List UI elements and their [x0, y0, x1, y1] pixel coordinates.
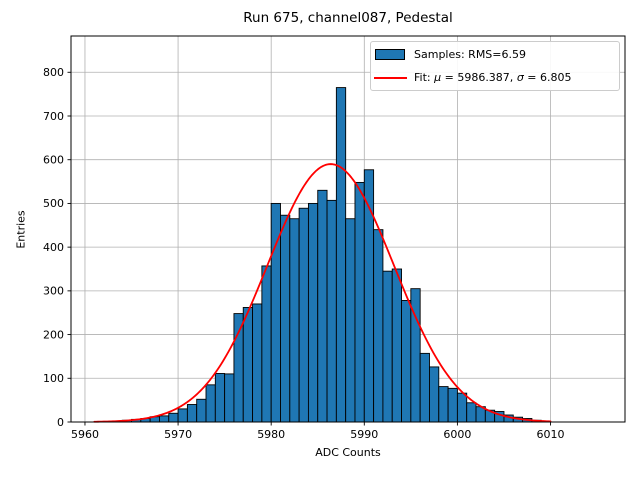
y-tick-label: 100	[43, 372, 64, 385]
mu-symbol: μ	[434, 71, 442, 84]
x-tick-label: 6000	[443, 428, 471, 441]
axes-frame	[70, 35, 626, 423]
chart-title: Run 675, channel087, Pedestal	[243, 10, 453, 26]
fit-line-icon	[373, 76, 407, 79]
histogram-bar	[326, 199, 337, 423]
legend-icon-cell	[371, 76, 409, 79]
legend-samples-label: Samples: RMS=6.59	[414, 48, 527, 61]
x-tick-label: 5970	[164, 428, 192, 441]
legend: Samples: RMS=6.59 Fit: μ = 5986.387, σ =…	[370, 41, 620, 91]
x-tick-label: 6010	[537, 428, 565, 441]
x-tick-label: 5990	[350, 428, 378, 441]
histogram-bar	[289, 218, 300, 423]
histogram-bar	[307, 202, 319, 423]
histogram-bar	[186, 404, 198, 423]
legend-entry-samples: Samples: RMS=6.59	[371, 44, 619, 65]
histogram-bar	[354, 181, 365, 423]
histogram-bar	[214, 373, 226, 423]
y-tick-label: 700	[43, 110, 64, 123]
sigma-symbol: σ	[516, 71, 524, 84]
histogram-bar	[419, 352, 430, 423]
histogram-bar	[373, 229, 384, 423]
y-tick-label: 200	[43, 328, 64, 341]
histogram-bar	[429, 366, 440, 423]
histogram-bar	[233, 313, 244, 423]
histogram-bar	[168, 412, 179, 423]
histogram-bar	[447, 387, 458, 423]
histogram-bar	[196, 398, 207, 423]
histogram-bar	[466, 402, 477, 423]
histogram-bar	[345, 218, 356, 423]
legend-fit-label: Fit: μ = 5986.387, σ = 6.805	[414, 71, 572, 84]
histogram-bar	[280, 214, 291, 423]
histogram-bar	[401, 300, 412, 423]
histogram-bar	[456, 392, 468, 423]
histogram-bar	[298, 207, 309, 423]
x-axis-label: ADC Counts	[315, 446, 381, 459]
legend-entry-fit: Fit: μ = 5986.387, σ = 6.805	[371, 67, 619, 88]
histogram-bar	[242, 307, 254, 423]
histogram-bar	[391, 268, 402, 423]
histogram-swatch-icon	[375, 49, 405, 60]
y-tick-label: 300	[43, 285, 64, 298]
y-tick-label: 800	[43, 66, 64, 79]
x-tick-label: 5980	[257, 428, 285, 441]
histogram-bar	[205, 384, 216, 423]
y-tick-label: 500	[43, 197, 64, 210]
histogram-bar	[224, 373, 235, 423]
histogram-bar	[261, 265, 272, 423]
histogram-bar	[438, 386, 449, 423]
y-tick-label: 600	[43, 154, 64, 167]
histogram-bar	[317, 189, 328, 423]
fit-label-prefix: Fit:	[414, 71, 435, 84]
fit-mu-value: = 5986.387,	[441, 71, 517, 84]
histogram-bar	[177, 408, 188, 423]
y-axis-label: Entries	[14, 210, 28, 249]
x-tick-label: 5960	[71, 428, 99, 441]
histogram-bar	[252, 303, 263, 423]
y-tick-label: 0	[57, 416, 64, 429]
histogram-bar	[382, 270, 393, 423]
y-tick-label: 400	[43, 241, 64, 254]
fit-sigma-value: = 6.805	[523, 71, 572, 84]
legend-icon-cell	[371, 49, 409, 60]
histogram-bar	[158, 415, 170, 423]
fit-curve	[93, 163, 552, 423]
histogram-bar	[335, 87, 347, 423]
